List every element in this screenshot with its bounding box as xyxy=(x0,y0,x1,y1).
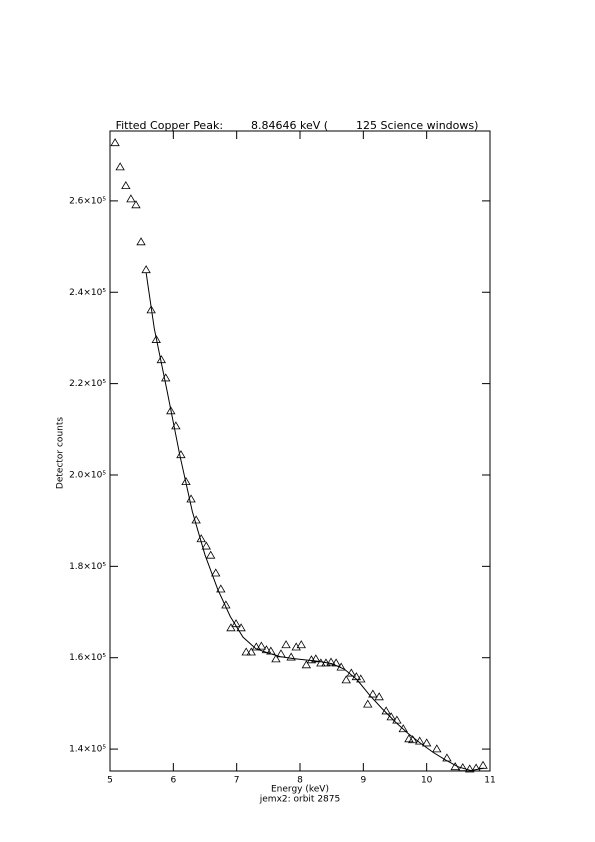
data-point xyxy=(408,735,418,744)
x-tick-label: 11 xyxy=(484,776,495,786)
data-point xyxy=(110,138,120,147)
data-point xyxy=(176,450,186,459)
data-point xyxy=(211,568,221,577)
y-tick-label: 1.8×10⁵ xyxy=(69,562,106,572)
data-point xyxy=(471,763,481,772)
data-point xyxy=(166,406,176,415)
data-point xyxy=(121,181,131,190)
x-tick-label: 6 xyxy=(170,776,176,786)
data-point xyxy=(356,674,366,683)
data-point xyxy=(251,642,261,651)
x-axis-label: Energy (keV) xyxy=(271,785,329,795)
data-point xyxy=(301,660,312,669)
data-point xyxy=(326,657,336,666)
data-point xyxy=(216,584,226,593)
x-tick-label: 5 xyxy=(107,776,113,786)
data-point xyxy=(115,162,125,171)
data-point xyxy=(296,640,306,649)
data-point xyxy=(236,623,246,632)
x-tick-label: 7 xyxy=(234,776,240,786)
chart-title: Fitted Copper Peak: 8.84646 keV ( 125 Sc… xyxy=(116,119,479,132)
data-point xyxy=(311,654,321,663)
data-point xyxy=(126,194,136,203)
subtitle: jemx2: orbit 2875 xyxy=(259,795,340,805)
data-point xyxy=(201,541,211,550)
data-point xyxy=(271,654,281,663)
data-point xyxy=(465,764,475,773)
data-point xyxy=(316,658,326,667)
y-tick-label: 1.6×10⁵ xyxy=(69,653,106,663)
data-point xyxy=(136,237,146,246)
y-tick-label: 2.4×10⁵ xyxy=(69,288,106,298)
data-point xyxy=(286,652,296,661)
fit-line xyxy=(145,272,484,772)
data-point xyxy=(241,647,251,656)
data-point xyxy=(432,744,442,753)
y-tick-label: 1.4×10⁵ xyxy=(69,745,106,755)
data-point xyxy=(206,550,216,559)
x-tick-label: 10 xyxy=(421,776,433,786)
y-tick-label: 2.2×10⁵ xyxy=(69,379,106,389)
data-point xyxy=(341,675,351,684)
data-point xyxy=(368,689,378,698)
data-point xyxy=(421,738,432,747)
data-point xyxy=(246,647,256,656)
data-point xyxy=(146,305,156,314)
data-point xyxy=(226,623,236,632)
data-point xyxy=(281,640,291,649)
data-point xyxy=(398,724,408,733)
data-point xyxy=(374,692,384,701)
data-point xyxy=(363,699,373,708)
x-tick-label: 9 xyxy=(360,776,366,786)
y-axis-label: Detector counts xyxy=(56,417,66,489)
y-tick-label: 2.0×10⁵ xyxy=(69,470,106,480)
data-point xyxy=(256,641,267,650)
x-tick-label: 8 xyxy=(297,776,303,786)
data-point xyxy=(161,373,171,382)
y-tick-label: 2.6×10⁵ xyxy=(69,196,106,206)
data-point xyxy=(131,200,141,209)
data-point xyxy=(151,334,161,343)
